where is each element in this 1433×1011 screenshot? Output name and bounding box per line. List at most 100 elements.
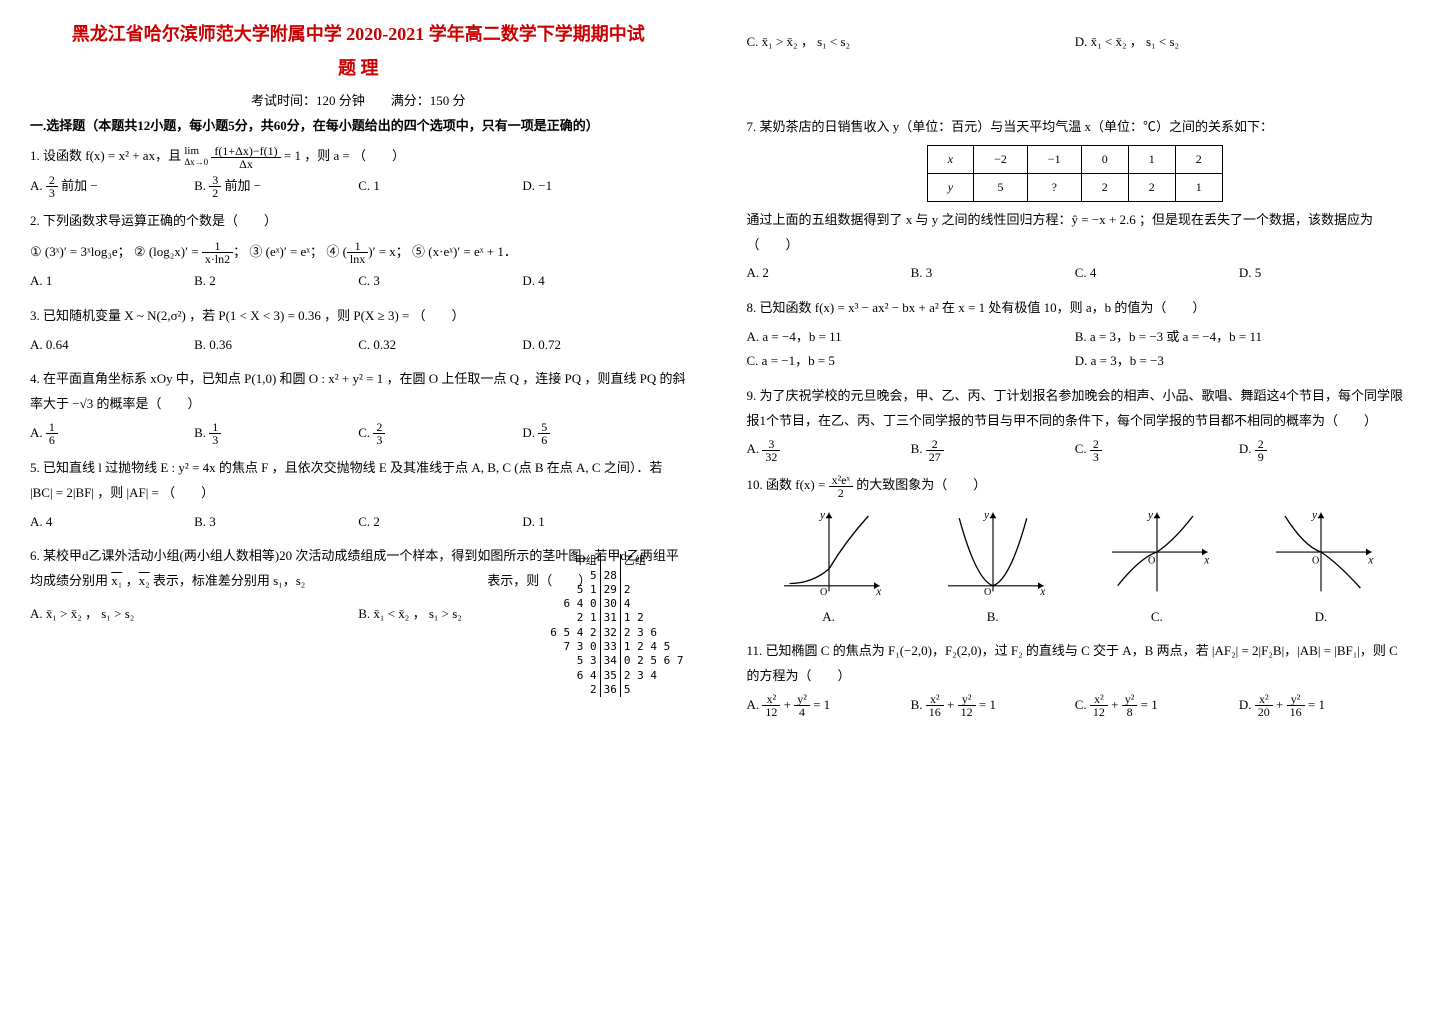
q7-stem: 7. 某奶茶店的日销售收入 y（单位：百元）与当天平均气温 x（单位：℃）之间的…: [747, 115, 1404, 140]
q1-lim-sub: Δx→0: [184, 157, 208, 167]
svg-text:y: y: [1147, 509, 1153, 521]
q11-opt-a: A. x²12 + y²4 = 1: [747, 693, 911, 719]
exam-meta: 考试时间：120 分钟 满分：150 分: [30, 90, 687, 109]
q2-opt-a: A. 1: [30, 269, 194, 294]
question-10: 10. 函数 f(x) = x²eˣ2 的大致图象为（ ） xyO xyO xy…: [747, 473, 1404, 629]
q2-sub4a: ④: [326, 244, 342, 259]
q7-opt-c: C. 4: [1075, 261, 1239, 286]
q7-opt-b: B. 3: [911, 261, 1075, 286]
q3-opt-b: B. 0.36: [194, 333, 358, 358]
q9-opt-a: A. 332: [747, 437, 911, 463]
q6-x1: x₁: [111, 573, 122, 588]
question-6: 6. 某校甲d乙课外活动小组(两小组人数相等)20 次活动成绩组成一个样本，得到…: [30, 544, 687, 626]
q10-opt-a: A.: [747, 605, 911, 630]
svg-text:x: x: [1203, 554, 1209, 566]
q1-opt-d: D. −1: [522, 174, 686, 200]
q5-stem: 5. 已知直线 l 过抛物线 E : y² = 4x 的焦点 F ，且依次交抛物…: [30, 456, 687, 505]
q3-opt-d: D. 0.72: [522, 333, 686, 358]
q9-opt-d: D. 29: [1239, 437, 1403, 463]
question-7: 7. 某奶茶店的日销售收入 y（单位：百元）与当天平均气温 x（单位：℃）之间的…: [747, 115, 1404, 286]
graph-b: xyO: [933, 507, 1053, 597]
svg-text:O: O: [1312, 555, 1319, 566]
q10-stem-b: 的大致图象为（ ）: [853, 477, 986, 492]
graph-d: x y O: [1261, 507, 1381, 597]
q8-opt-b: B. a = 3，b = −3 或 a = −4，b = 11: [1075, 325, 1403, 350]
q1-stem-b: ，则 a = （ ）: [304, 148, 405, 163]
q1-stem-a: 1. 设函数 f(x) = x² + ax，且: [30, 148, 184, 163]
q5-opt-a: A. 4: [30, 510, 194, 535]
q11-stem: 11. 已知椭圆 C 的焦点为 F₁(−2,0)，F₂(2,0)，过 F₂ 的直…: [747, 639, 1404, 688]
svg-text:x: x: [1367, 554, 1373, 566]
exam-title: 黑龙江省哈尔滨师范大学附属中学 2020-2021 学年高二数学下学期期中试: [30, 20, 687, 46]
question-1: 1. 设函数 f(x) = x² + ax，且 lim Δx→0 f(1+Δx)…: [30, 144, 687, 199]
question-3: 3. 已知随机变量 X ~ N(2,σ²) ，若 P(1 < X < 3) = …: [30, 304, 687, 357]
q2-opt-c: C. 3: [358, 269, 522, 294]
stem-head-l: 甲组: [547, 554, 600, 568]
svg-text:y: y: [983, 509, 989, 521]
q6-x2: x₂: [139, 573, 150, 588]
graph-c: x y O: [1097, 507, 1217, 597]
q8-opt-d: D. a = 3，b = −3: [1075, 349, 1403, 374]
q11-opt-b: B. x²16 + y²12 = 1: [911, 693, 1075, 719]
q2-sub5: ⑤ (x·eˣ)′ = eˣ + 1．: [412, 244, 517, 259]
q6-stem-b: 表示，标准差分别用 s₁，s₂ 表示，则（ ）: [150, 573, 592, 588]
q9-opt-b: B. 227: [911, 437, 1075, 463]
svg-text:y: y: [1311, 509, 1317, 521]
q7-table: x −2 −1 0 1 2 y 5 ? 2 2 1: [927, 145, 1223, 202]
right-column: C. x̄₁ > x̄₂ ， s₁ < s₂ D. x̄₁ < x̄₂ ， s₁…: [717, 0, 1433, 1011]
question-5: 5. 已知直线 l 过抛物线 E : y² = 4x 的焦点 F ，且依次交抛物…: [30, 456, 687, 534]
question-11: 11. 已知椭圆 C 的焦点为 F₁(−2,0)，F₂(2,0)，过 F₂ 的直…: [747, 639, 1404, 718]
question-6-cd: C. x̄₁ > x̄₂ ， s₁ < s₂ D. x̄₁ < x̄₂ ， s₁…: [747, 30, 1404, 55]
q6-opt-c: C. x̄₁ > x̄₂ ， s₁ < s₂: [747, 30, 1075, 55]
q3-stem: 3. 已知随机变量 X ~ N(2,σ²) ，若 P(1 < X < 3) = …: [30, 304, 687, 329]
stem-head-r: 乙组: [620, 554, 686, 568]
q5-opt-b: B. 3: [194, 510, 358, 535]
exam-subtitle: 题 理: [30, 54, 687, 80]
q7-after: 通过上面的五组数据得到了 x 与 y 之间的线性回归方程：ŷ = −x + 2.…: [747, 208, 1404, 257]
q1-lim-frac: f(1+Δx)−f(1) Δx: [211, 145, 280, 170]
q2-sub2a: ② (log₂x)′ =: [134, 244, 202, 259]
svg-text:O: O: [1148, 555, 1155, 566]
stem-leaf-plot: 甲组乙组 528 5 1292 6 4 0304 2 1311 2 6 5 4 …: [547, 554, 686, 697]
q2-sub3: ③ (eˣ)′ = eˣ；: [249, 244, 323, 259]
q4-opt-a: A. 16: [30, 421, 194, 447]
q1-lim-bot: Δx: [211, 158, 280, 170]
q2-opt-d: D. 4: [522, 269, 686, 294]
q10-opt-d: D.: [1239, 605, 1403, 630]
q6-opt-a: A. x̄₁ > x̄₂ ， s₁ > s₂: [30, 602, 358, 627]
q2-sub2b: ；: [233, 244, 246, 259]
q9-stem: 9. 为了庆祝学校的元旦晚会，甲、乙、丙、丁计划报名参加晚会的相声、小品、歌唱、…: [747, 384, 1404, 433]
q10-graphs: x y O x y O x y O x y O: [747, 507, 1404, 597]
q7-opt-a: A. 2: [747, 261, 911, 286]
q8-opt-c: C. a = −1，b = 5: [747, 349, 1075, 374]
svg-text:y: y: [819, 509, 825, 521]
q5-opt-c: C. 2: [358, 510, 522, 535]
q6-opt-d: D. x̄₁ < x̄₂ ， s₁ < s₂: [1075, 30, 1403, 55]
q8-opt-a: A. a = −4，b = 11: [747, 325, 1075, 350]
q3-opt-a: A. 0.64: [30, 333, 194, 358]
question-4: 4. 在平面直角坐标系 xOy 中，已知点 P(1,0) 和圆 O : x² +…: [30, 367, 687, 446]
q1-lim-top: f(1+Δx)−f(1): [211, 145, 280, 158]
q10-opt-c: C.: [1075, 605, 1239, 630]
q2-sub1: ① (3ˣ)′ = 3ˣlog₃e；: [30, 244, 131, 259]
q4-opt-d: D. 56: [522, 421, 686, 447]
q4-opt-b: B. 13: [194, 421, 358, 447]
svg-text:O: O: [984, 586, 991, 596]
q8-stem: 8. 已知函数 f(x) = x³ − ax² − bx + a² 在 x = …: [747, 296, 1404, 321]
q2-stem: 2. 下列函数求导运算正确的个数是（ ）: [30, 209, 687, 234]
q1-lim-pre: lim: [184, 145, 199, 157]
question-8: 8. 已知函数 f(x) = x³ − ax² − bx + a² 在 x = …: [747, 296, 1404, 374]
svg-text:x: x: [875, 585, 881, 596]
q2-opt-b: B. 2: [194, 269, 358, 294]
graph-a: x y O: [769, 507, 889, 597]
q11-opt-c: C. x²12 + y²8 = 1: [1075, 693, 1239, 719]
q5-opt-d: D. 1: [522, 510, 686, 535]
svg-text:O: O: [820, 586, 827, 596]
q1-lim-eq: = 1: [284, 148, 301, 163]
question-2: 2. 下列函数求导运算正确的个数是（ ） ① (3ˣ)′ = 3ˣlog₃e； …: [30, 209, 687, 294]
q11-opt-d: D. x²20 + y²16 = 1: [1239, 693, 1403, 719]
q1-opt-a: A. 23 前加 −: [30, 174, 194, 200]
q1-opt-c: C. 1: [358, 174, 522, 200]
q3-opt-c: C. 0.32: [358, 333, 522, 358]
q4-stem: 4. 在平面直角坐标系 xOy 中，已知点 P(1,0) 和圆 O : x² +…: [30, 367, 687, 416]
